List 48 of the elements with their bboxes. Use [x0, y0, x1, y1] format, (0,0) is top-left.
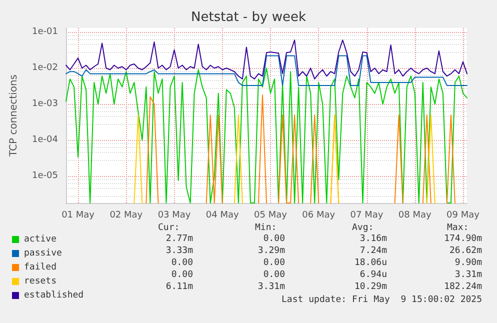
text: 6.11m	[166, 282, 193, 292]
text: Last update: Fri May 9 15:00:02 2025	[282, 295, 482, 305]
text: 3.29m	[258, 246, 285, 256]
y-tick-label: 1e-04	[32, 135, 58, 146]
text: Min:	[255, 223, 277, 233]
text: 26.62m	[449, 246, 482, 256]
y-tick-label: 1e-02	[32, 63, 58, 74]
text: 0.00	[171, 270, 193, 280]
line-series	[66, 55, 468, 86]
x-tick-label: 03 May	[158, 210, 192, 220]
text: Max:	[447, 223, 469, 233]
text: 182.24m	[444, 282, 482, 292]
text: 9.90m	[454, 258, 482, 268]
text: 3.33m	[166, 246, 193, 256]
legend-label: resets	[24, 276, 57, 286]
y-axis-title: TCP connections	[8, 74, 20, 158]
legend-label: failed	[24, 262, 57, 272]
text: Cur:	[158, 223, 180, 233]
y-tick-label: 1e-05	[32, 171, 58, 182]
text: 3.16m	[360, 234, 387, 244]
legend-label: active	[24, 234, 57, 244]
text: 10.29m	[354, 282, 387, 292]
text: 0.00	[263, 234, 285, 244]
x-tick-label: 05 May	[254, 210, 288, 220]
text: 6.94u	[360, 270, 387, 280]
x-tick-label: 04 May	[206, 210, 240, 220]
x-tick-label: 06 May	[302, 210, 336, 220]
text: 7.24m	[360, 246, 387, 256]
text: 18.06u	[354, 258, 387, 268]
x-tick-label: 02 May	[110, 210, 144, 220]
text: 0.00	[263, 258, 285, 268]
text: 2.77m	[166, 234, 193, 244]
text: 3.31m	[258, 282, 285, 292]
y-tick-label: 1e-03	[32, 99, 58, 110]
chart-title: Netstat - by week	[191, 10, 306, 25]
text: 3.31m	[454, 270, 482, 280]
x-tick-label: 08 May	[398, 210, 432, 220]
legend-label: passive	[24, 248, 62, 258]
text: 0.00	[171, 258, 193, 268]
line-series	[66, 40, 468, 80]
text: 0.00	[263, 270, 285, 280]
x-tick-label: 09 May	[446, 210, 480, 220]
text: Avg:	[352, 223, 374, 233]
legend-label: established	[24, 290, 84, 300]
x-tick-label: 07 May	[350, 210, 384, 220]
x-tick-label: 01 May	[62, 210, 96, 220]
y-tick-label: 1e-01	[32, 27, 58, 38]
text: 174.90m	[444, 234, 482, 244]
